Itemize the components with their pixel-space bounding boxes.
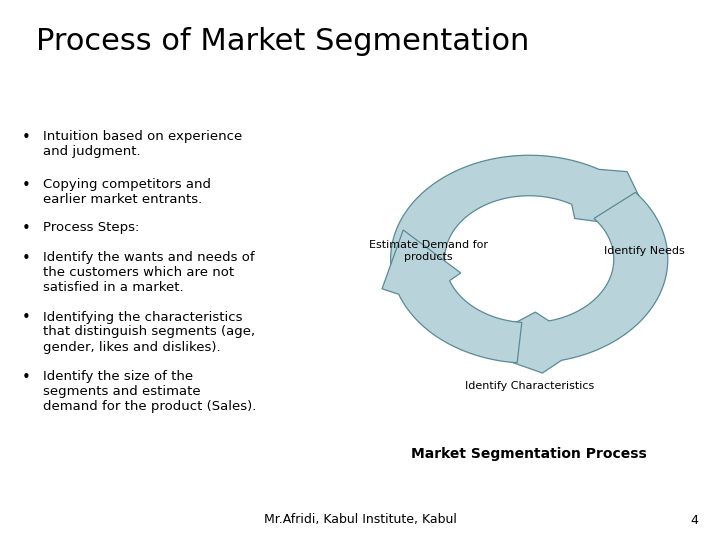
Polygon shape [391, 156, 654, 286]
Text: Intuition based on experience
and judgment.: Intuition based on experience and judgme… [43, 130, 243, 158]
Text: 4: 4 [690, 514, 698, 526]
Text: Identifying the characteristics
that distinguish segments (age,
gender, likes an: Identifying the characteristics that dis… [43, 310, 256, 354]
Text: •: • [22, 130, 30, 145]
Text: Process of Market Segmentation: Process of Market Segmentation [36, 27, 529, 56]
Text: Identify Characteristics: Identify Characteristics [464, 381, 594, 391]
Polygon shape [382, 230, 522, 363]
Text: Identify the wants and needs of
the customers which are not
satisfied in a marke: Identify the wants and needs of the cust… [43, 251, 255, 294]
Text: •: • [22, 370, 30, 385]
Text: •: • [22, 251, 30, 266]
Text: Market Segmentation Process: Market Segmentation Process [411, 447, 647, 461]
Text: •: • [22, 310, 30, 326]
Text: Identify Needs: Identify Needs [604, 246, 685, 256]
Text: Identify the size of the
segments and estimate
demand for the product (Sales).: Identify the size of the segments and es… [43, 370, 256, 413]
Text: •: • [22, 221, 30, 237]
Text: Process Steps:: Process Steps: [43, 221, 140, 234]
Polygon shape [469, 192, 667, 373]
Text: Estimate Demand for
products: Estimate Demand for products [369, 240, 488, 262]
Text: Mr.Afridi, Kabul Institute, Kabul: Mr.Afridi, Kabul Institute, Kabul [264, 514, 456, 526]
Text: •: • [22, 178, 30, 193]
Text: Copying competitors and
earlier market entrants.: Copying competitors and earlier market e… [43, 178, 211, 206]
